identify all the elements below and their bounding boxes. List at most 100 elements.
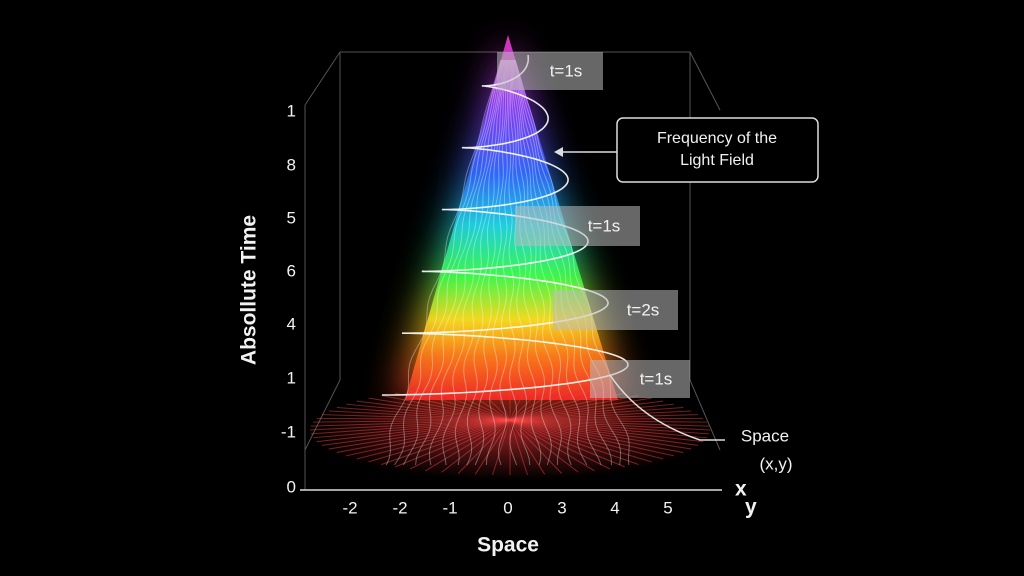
wave: [428, 59, 504, 466]
base-rays: [309, 384, 711, 475]
ray: [509, 419, 664, 460]
wave: [474, 59, 507, 466]
ray: [509, 419, 707, 423]
ray: [509, 419, 710, 435]
ray: [509, 419, 684, 453]
ray: [322, 414, 511, 421]
ray: [425, 419, 511, 472]
callout-line: Light Field: [680, 152, 754, 169]
y-tick-label: 6: [287, 261, 296, 280]
y-tick-label: 5: [287, 208, 296, 227]
wave: [466, 59, 507, 466]
ray: [356, 419, 511, 460]
wave: [497, 59, 509, 466]
wave: [385, 59, 502, 466]
tag-text: t=1s: [588, 216, 621, 235]
space-callout: Space (x,y): [609, 374, 793, 473]
x-tick-label: -2: [392, 498, 407, 517]
callout: Frequency of the Light Field: [554, 117, 819, 183]
ray: [509, 419, 708, 439]
tag-text: t=1s: [640, 369, 673, 388]
ray: [336, 419, 511, 453]
wave: [509, 59, 542, 466]
ray: [509, 419, 692, 450]
y-tick-label: -1: [281, 422, 296, 441]
tag-text: t=2s: [627, 300, 660, 319]
base-glow: [310, 390, 710, 480]
wave: [442, 59, 505, 466]
ray: [310, 419, 511, 427]
ray: [328, 419, 511, 450]
ray: [509, 419, 563, 474]
wave: [512, 59, 588, 466]
ray: [321, 419, 511, 446]
ray: [316, 419, 511, 443]
ray: [509, 419, 674, 457]
ray: [346, 419, 511, 457]
ray: [328, 410, 511, 421]
ray: [509, 419, 546, 475]
ray: [509, 419, 595, 472]
y-tick-label: 1: [287, 101, 296, 120]
wave: [512, 59, 602, 466]
ray: [492, 419, 511, 475]
time-tag: t=1s: [515, 206, 640, 246]
axis-letter: x: [735, 478, 747, 501]
ray: [356, 400, 511, 421]
wave: [485, 59, 508, 466]
time-tag: t=2s: [553, 290, 678, 330]
ray: [409, 419, 511, 470]
wave: [415, 59, 504, 466]
ray: [509, 419, 639, 465]
x-tick-label: 0: [503, 498, 512, 517]
ray: [509, 400, 664, 421]
ray: [509, 417, 704, 421]
ray: [310, 419, 511, 435]
ray: [509, 419, 711, 431]
wave: [402, 59, 503, 466]
ray: [368, 419, 511, 463]
ray: [509, 419, 625, 468]
ray: [457, 419, 511, 474]
x-tick-label: -2: [342, 498, 357, 517]
ray: [509, 419, 652, 463]
ray: [381, 419, 511, 465]
ray: [441, 419, 511, 473]
callout-line: Frequency of the: [657, 130, 777, 147]
wave: [394, 59, 502, 466]
ray: [509, 419, 528, 475]
ray: [312, 419, 511, 439]
ray: [368, 397, 511, 421]
x-tick-label: 4: [610, 498, 619, 517]
ray: [474, 419, 511, 475]
ray: [395, 419, 511, 468]
y-tick-label: 8: [287, 155, 296, 174]
y-tick-label: 1: [287, 368, 296, 387]
space-line: (x,y): [759, 454, 792, 473]
ray: [509, 410, 692, 421]
ray: [346, 403, 511, 421]
wave: [454, 59, 506, 466]
space-line: Space: [741, 426, 789, 445]
time-tag: t=1s: [497, 52, 603, 90]
ray: [316, 417, 511, 421]
ray: [509, 407, 684, 421]
ticks: 1 8 5 6 4 1 -1 0 -2 -2 -1 0 3 4 5: [281, 101, 673, 517]
x-tick-label: 3: [557, 498, 566, 517]
ray: [313, 419, 511, 423]
wave: [508, 59, 531, 466]
y-tick-label: 0: [287, 477, 296, 496]
ray: [509, 419, 611, 470]
ray: [509, 403, 674, 421]
ray: [509, 419, 704, 443]
y-axis-label: Absollute Time: [238, 215, 261, 365]
x-axis-label: Space: [477, 534, 539, 557]
ray: [336, 407, 511, 421]
wave: [511, 59, 572, 466]
x-tick-label: -1: [442, 498, 457, 517]
ray: [509, 414, 698, 421]
ray: [509, 419, 710, 427]
axis-letter: y: [745, 496, 757, 519]
